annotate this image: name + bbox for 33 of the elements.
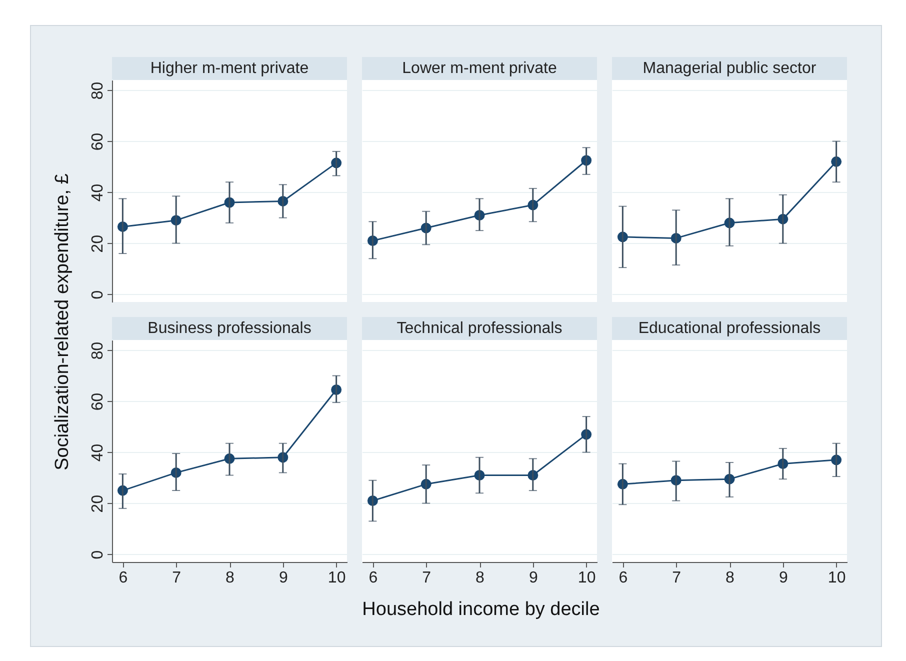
y-tick-label: 80 xyxy=(90,82,106,100)
y-tick-label: 60 xyxy=(90,132,106,151)
chart-title: Higher m-ment private xyxy=(112,57,347,80)
y-tick-label: 60 xyxy=(90,392,106,411)
x-tick-label: 9 xyxy=(528,570,538,586)
x-tick-label: 9 xyxy=(278,570,288,586)
y-axis-title: Socialization-related expenditure, £ xyxy=(52,174,74,470)
x-tick-label: 6 xyxy=(118,570,128,586)
y-tick-label: 20 xyxy=(90,494,106,513)
chart-title: Business professionals xyxy=(112,317,347,340)
x-tick-label: 9 xyxy=(778,570,788,586)
y-tick-label: 20 xyxy=(90,234,106,253)
x-tick-label: 7 xyxy=(422,570,432,586)
chart-title: Technical professionals xyxy=(362,317,597,340)
x-tick-label: 8 xyxy=(476,570,485,586)
x-tick-label: 6 xyxy=(368,570,378,586)
x-tick-label: 8 xyxy=(726,570,735,586)
chart-title: Lower m-ment private xyxy=(362,57,597,80)
x-tick-label: 7 xyxy=(172,570,182,586)
y-tick-label: 40 xyxy=(90,444,106,462)
y-tick-label: 80 xyxy=(90,342,106,360)
y-tick-label: 40 xyxy=(90,184,106,202)
chart-title: Managerial public sector xyxy=(612,57,847,80)
x-tick-label: 10 xyxy=(828,570,846,586)
x-tick-label: 7 xyxy=(672,570,682,586)
x-tick-label: 6 xyxy=(618,570,628,586)
y-tick-label: 0 xyxy=(90,550,106,560)
x-tick-label: 8 xyxy=(226,570,235,586)
x-tick-label: 10 xyxy=(578,570,596,586)
chart-title: Educational professionals xyxy=(612,317,847,340)
y-tick-label: 0 xyxy=(90,290,106,300)
x-tick-label: 10 xyxy=(328,570,346,586)
x-axis-title: Household income by decile xyxy=(362,599,600,621)
